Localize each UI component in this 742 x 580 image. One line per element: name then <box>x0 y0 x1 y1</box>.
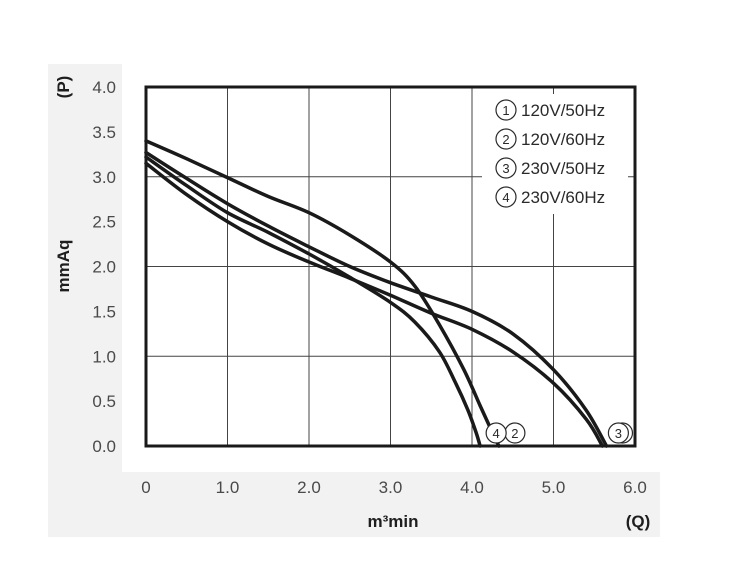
curve-end-marker-2: 2 <box>504 422 526 444</box>
x-tick-label: 5.0 <box>542 478 566 497</box>
x-tick-label: 1.0 <box>216 478 240 497</box>
series-line-2 <box>144 139 501 448</box>
y-tick-label: 2.5 <box>92 213 116 232</box>
y-axis-unit: (P) <box>54 76 73 99</box>
legend-marker-number: 1 <box>502 103 509 118</box>
legend-label: 230V/60Hz <box>521 188 605 207</box>
y-axis-label: mmAq <box>54 240 73 293</box>
y-tick-label: 0.5 <box>92 392 116 411</box>
y-tick-label: 1.5 <box>92 302 116 321</box>
y-tick-labels: 4.0 3.5 3.0 2.5 2.0 1.5 1.0 0.5 0.0 <box>92 78 116 456</box>
legend-entry-2: 2 120V/60Hz <box>495 128 605 150</box>
legend: 1 120V/50Hz 2 120V/60Hz 3 230V/50Hz 4 230V/60Hz <box>482 94 628 214</box>
plot-frame <box>144 85 637 448</box>
y-tick-label: 3.0 <box>92 168 116 187</box>
curve-end-marker-circle <box>607 422 630 444</box>
x-tick-label: 0 <box>141 478 150 497</box>
legend-marker-number: 3 <box>502 161 509 176</box>
curve-end-marker-number: 2 <box>511 426 518 441</box>
curve-end-marker-number: 4 <box>493 426 500 441</box>
axis-background-left <box>48 64 122 537</box>
legend-entry-3: 3 230V/50Hz <box>495 157 605 179</box>
y-tick-label: 2.0 <box>92 258 116 277</box>
legend-marker-number: 2 <box>502 132 509 147</box>
series-line-1 <box>144 150 609 448</box>
legend-label: 120V/50Hz <box>521 101 605 120</box>
legend-marker-number: 4 <box>502 190 509 205</box>
curve-end-marker-number: 3 <box>615 426 622 441</box>
y-tick-label: 0.0 <box>92 437 116 456</box>
legend-marker-circle <box>495 99 517 121</box>
series-layer <box>144 139 609 448</box>
x-tick-labels: 0 1.0 2.0 3.0 4.0 5.0 6.0 <box>141 478 647 497</box>
series-line-3 <box>144 161 605 448</box>
legend-label: 120V/60Hz <box>521 130 605 149</box>
y-tick-label: 3.5 <box>92 123 116 142</box>
curve-end-markers: 1234 <box>485 422 634 444</box>
x-tick-label: 6.0 <box>623 478 647 497</box>
legend-entry-1: 1 120V/50Hz <box>495 99 605 121</box>
y-tick-label: 4.0 <box>92 78 116 97</box>
curve-end-marker-3: 3 <box>607 422 630 444</box>
legend-marker-circle <box>495 186 517 208</box>
legend-entry-4: 4 230V/60Hz <box>495 186 605 208</box>
axis-background-bottom <box>48 472 660 537</box>
y-tick-label: 1.0 <box>92 347 116 366</box>
x-axis-unit: (Q) <box>626 512 651 531</box>
curve-end-marker-4: 4 <box>485 422 507 444</box>
x-tick-label: 4.0 <box>460 478 484 497</box>
x-tick-label: 3.0 <box>379 478 403 497</box>
x-axis-label: m³min <box>368 512 419 531</box>
legend-marker-circle <box>495 128 517 150</box>
curve-end-marker-circle <box>485 422 507 444</box>
series-line-4 <box>144 155 482 448</box>
legend-label: 230V/50Hz <box>521 159 605 178</box>
legend-marker-circle <box>495 157 517 179</box>
x-tick-label: 2.0 <box>297 478 321 497</box>
